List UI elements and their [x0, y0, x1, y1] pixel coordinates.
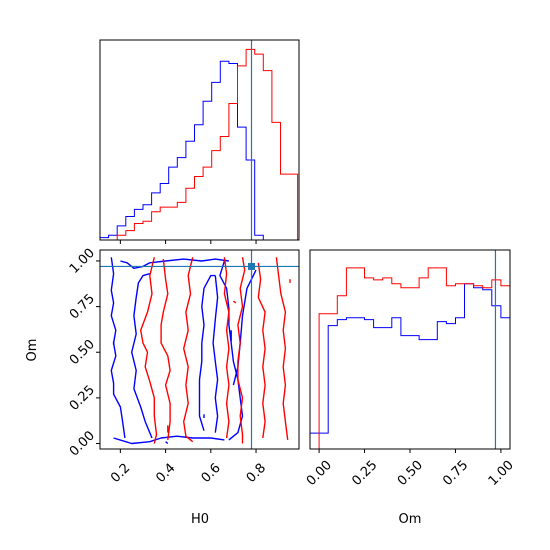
blue-contour-inner-left [130, 273, 153, 439]
om-tick-label: 0.50 [67, 337, 98, 368]
red-contour-mid [182, 257, 194, 443]
blue-contour-inner-right [198, 274, 216, 431]
h0-histogram-red [100, 48, 299, 241]
h0-axis-label: H0 [191, 512, 209, 527]
red-contour-right-2 [275, 257, 289, 440]
om-marginal-tick-label: 0.00 [304, 458, 335, 489]
contour-frame [99, 249, 300, 450]
om-marginal-tick-label: 0.25 [349, 458, 380, 489]
blue-contour-outer-bottom [113, 435, 225, 445]
om-axis-label-left: Om [25, 339, 40, 362]
blue-contour-tick-3 [165, 441, 169, 445]
red-contour-inner-right [223, 257, 230, 439]
h0-tick-label: 0.6 [199, 461, 224, 486]
plot-marks [99, 40, 511, 450]
tick-labels: 0.2 0.4 0.6 0.8 0.00 0.25 0.50 0.75 1.00 0.00 0.25… [67, 246, 517, 489]
blue-contour-outer-top [120, 258, 229, 269]
red-contour-right-1 [257, 262, 266, 439]
om-tick-label: 0.25 [67, 383, 98, 414]
om-axis-label-bottom: Om [399, 512, 422, 527]
tick-marks [96, 240, 502, 453]
blue-contour-near-truth [232, 269, 257, 386]
h0-tick-label: 0.2 [108, 461, 133, 486]
blue-contour-inner-right-2 [212, 275, 219, 433]
h0-tick-label: 0.4 [153, 461, 178, 486]
om-tick-label: 0.75 [67, 291, 98, 322]
axes-frames [99, 39, 511, 450]
h0-histogram-blue [99, 60, 298, 241]
om-marginal-tick-label: 0.50 [395, 458, 426, 489]
om-histogram-red [310, 267, 511, 450]
blue-contour-outer-left [110, 257, 126, 439]
h0-tick-label: 0.8 [244, 461, 269, 486]
red-contour-inner-left [160, 259, 171, 440]
truth-marker [248, 262, 256, 270]
om-tick-label: 0.00 [67, 428, 98, 459]
red-contour-near-truth [237, 257, 246, 444]
om-tick-label: 1.00 [67, 246, 98, 277]
red-contour-tick-1 [232, 300, 237, 304]
om-marginal-tick-label: 0.75 [440, 458, 471, 489]
om-marginal-tick-label: 1.00 [486, 458, 517, 489]
h0-marginal-frame [99, 39, 300, 241]
om-marginal-frame [309, 249, 511, 450]
om-histogram-blue [309, 283, 511, 449]
red-contour-outer-left [139, 257, 158, 444]
